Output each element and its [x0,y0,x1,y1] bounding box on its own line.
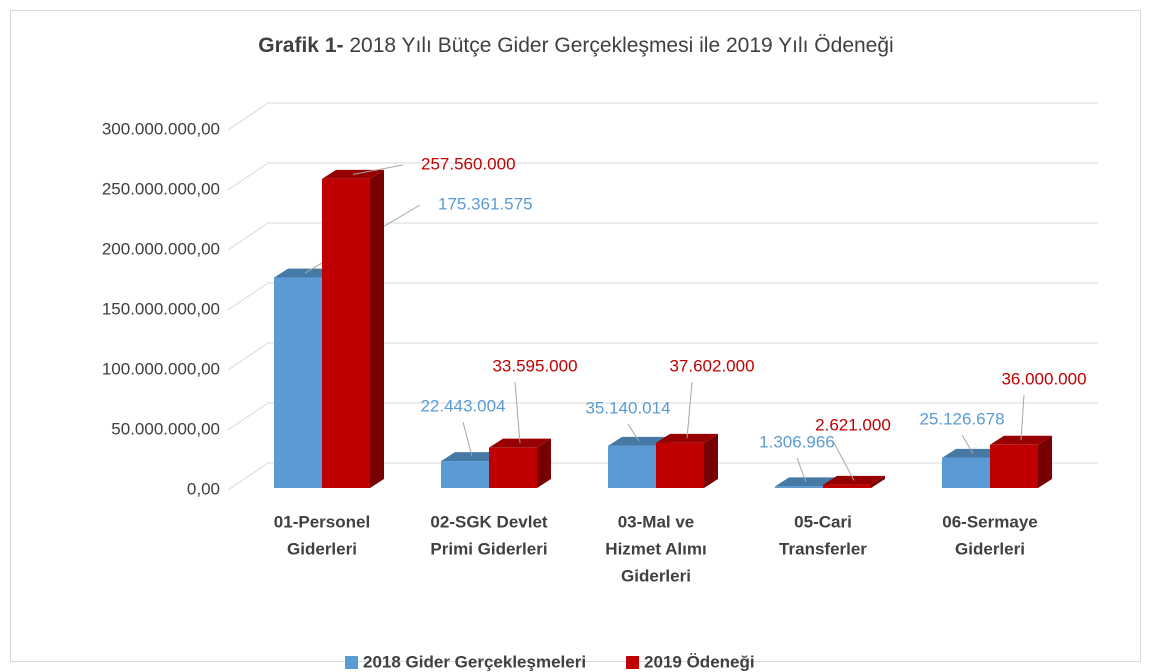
data-label: 35.140.014 [585,398,670,417]
legend-swatch [626,656,640,669]
bar-side [1038,435,1052,488]
x-tick-label: Giderleri [621,566,691,585]
bar-side [704,433,718,488]
leader-line [796,457,807,483]
bar-front [489,447,537,488]
bar-side [871,475,885,488]
x-tick-label: 06-Sermaye [942,512,1037,531]
leader-line [627,423,640,442]
chart-title: Grafik 1- 2018 Yılı Bütçe Gider Gerçekle… [258,34,893,57]
y-tick-label: 300.000.000,00 [102,119,220,138]
y-tick-label: 100.000.000,00 [102,359,220,378]
x-tick-label: Giderleri [287,539,357,558]
x-tick-label: 01-Personel [274,512,370,531]
bar-front [990,444,1038,488]
leader-line [1020,394,1025,441]
bar-front [274,277,322,488]
legend-swatch [345,656,358,669]
grid-line [227,282,1098,311]
grid-line [227,342,1098,371]
grid-line [227,162,1098,191]
grid-line [227,222,1098,251]
bar [990,435,1052,488]
y-tick-label: 250.000.000,00 [102,179,220,198]
data-label: 175.361.575 [438,194,533,213]
bar-front [441,461,489,488]
data-label: 36.000.000 [1001,369,1086,388]
title-text: 2018 Yılı Bütçe Gider Gerçekleşmesi ile … [349,34,893,57]
grid-line [227,462,1098,491]
leader-line [462,421,473,457]
bar-front [823,484,871,488]
x-tick-label: 03-Mal ve [618,512,695,531]
bar-front [322,178,370,489]
leader-line [961,434,974,454]
y-tick-label: 50.000.000,00 [111,419,220,438]
data-label: 33.595.000 [492,356,577,375]
legend-label: 2019 Ödeneği [644,652,755,671]
leader-line [686,381,693,439]
y-tick-label: 0,00 [187,479,220,498]
x-tick-label: Hizmet Alımı [605,539,706,558]
bar [656,433,718,488]
data-label: 257.560.000 [421,154,516,173]
leader-line [514,381,521,444]
x-tick-label: 05-Cari [794,512,852,531]
x-tick-label: 02-SGK Devlet [430,512,547,531]
bar-front [608,445,656,488]
x-tick-label: Primi Giderleri [430,539,547,558]
leader-line [352,164,404,175]
bar-front [656,442,704,488]
leader-line [832,440,855,481]
bar-side [537,438,551,488]
bar [489,438,551,488]
grid-line [227,402,1098,431]
data-label: 25.126.678 [919,409,1004,428]
y-tick-label: 150.000.000,00 [102,299,220,318]
data-label: 1.306.966 [759,432,835,451]
bar-front [775,486,823,488]
legend-label: 2018 Gider Gerçekleşmeleri [363,652,586,671]
x-tick-label: Giderleri [955,539,1025,558]
data-label: 37.602.000 [669,356,754,375]
y-tick-label: 200.000.000,00 [102,239,220,258]
data-label: 22.443.004 [420,396,505,415]
data-label: 2.621.000 [815,415,891,434]
bar [322,169,384,489]
chart-border [10,10,1141,662]
bar-side [370,169,384,489]
grid-line [227,102,1098,131]
x-tick-label: Transferler [779,539,867,558]
title-bold: Grafik 1- [258,34,343,57]
bar-front [942,457,990,488]
